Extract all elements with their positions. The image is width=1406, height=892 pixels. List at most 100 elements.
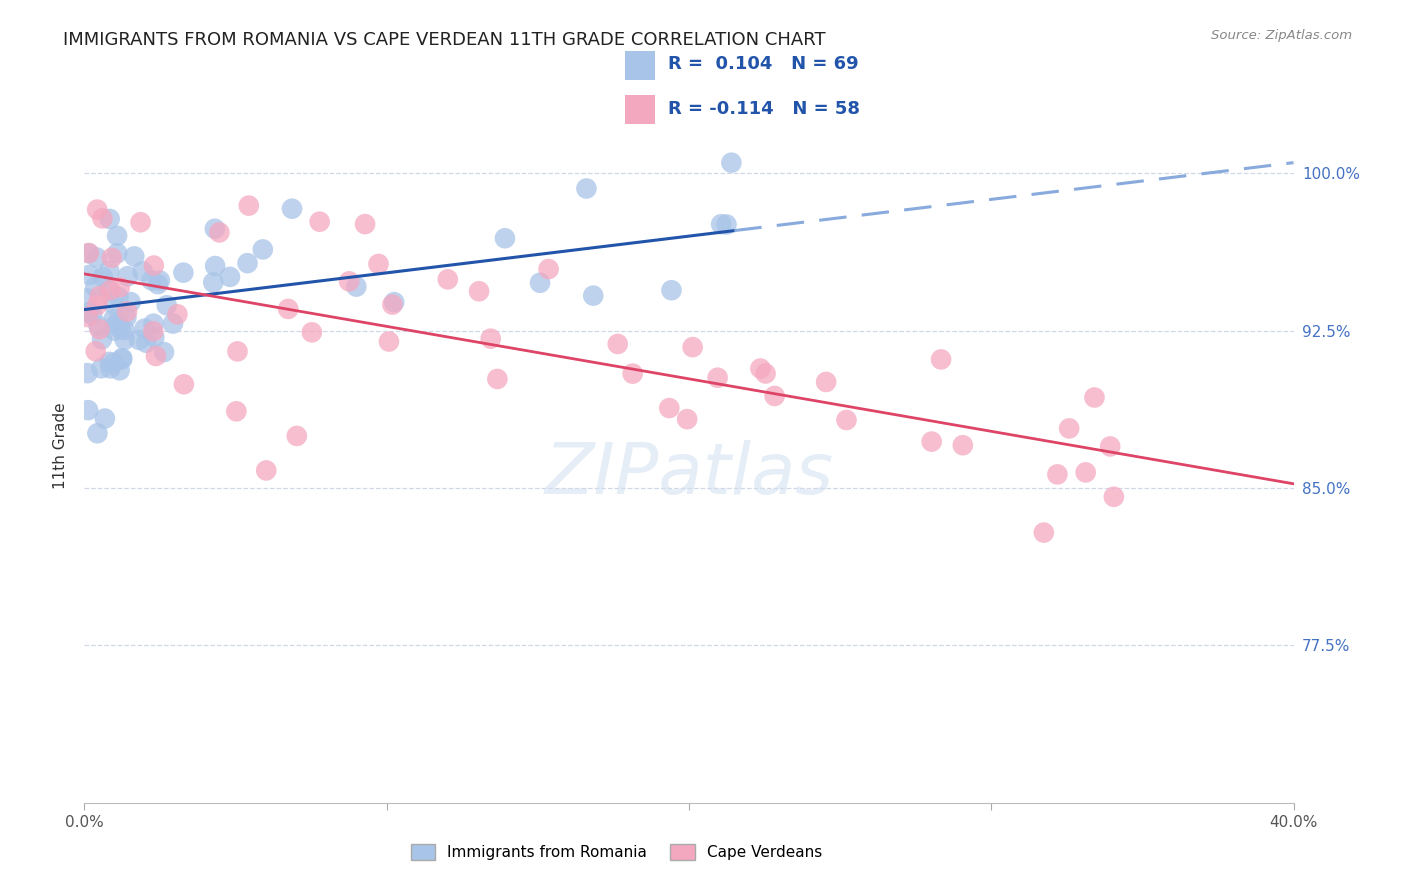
Point bbox=[77, 246, 100, 260]
Point bbox=[104, 318, 127, 332]
Point bbox=[149, 273, 172, 287]
Point bbox=[676, 412, 699, 426]
Point bbox=[94, 411, 117, 425]
Point bbox=[117, 269, 139, 284]
Point bbox=[166, 307, 188, 321]
Legend: Immigrants from Romania, Cape Verdeans: Immigrants from Romania, Cape Verdeans bbox=[405, 838, 828, 866]
Point bbox=[755, 367, 778, 381]
Point bbox=[107, 290, 129, 304]
Point bbox=[131, 264, 153, 278]
Point bbox=[238, 198, 260, 212]
Point bbox=[142, 317, 165, 331]
Point bbox=[682, 340, 704, 354]
Point bbox=[1083, 391, 1105, 405]
Point bbox=[98, 355, 121, 369]
Point bbox=[87, 319, 110, 334]
Point bbox=[252, 243, 274, 257]
Point bbox=[815, 375, 838, 389]
Point bbox=[204, 221, 226, 235]
Point bbox=[172, 266, 194, 280]
Point bbox=[120, 295, 142, 310]
Point bbox=[100, 283, 122, 297]
Point bbox=[494, 231, 516, 245]
Point bbox=[254, 463, 277, 477]
Point bbox=[308, 215, 330, 229]
Point bbox=[382, 295, 405, 310]
Point bbox=[208, 226, 231, 240]
Point bbox=[115, 310, 138, 325]
Point bbox=[621, 367, 644, 381]
Point bbox=[76, 310, 98, 324]
Point bbox=[103, 356, 125, 370]
Point bbox=[107, 316, 129, 330]
Point bbox=[202, 276, 225, 290]
Point bbox=[749, 361, 772, 376]
Point bbox=[86, 202, 108, 217]
Point bbox=[1074, 466, 1097, 480]
Point bbox=[162, 317, 184, 331]
Point bbox=[77, 305, 100, 319]
FancyBboxPatch shape bbox=[624, 51, 655, 79]
Point bbox=[86, 298, 108, 312]
Point bbox=[90, 361, 112, 376]
Point bbox=[77, 246, 100, 260]
Point bbox=[153, 345, 176, 359]
Point bbox=[82, 308, 104, 322]
Point bbox=[716, 218, 738, 232]
Point bbox=[226, 344, 249, 359]
Point bbox=[381, 297, 404, 311]
Point bbox=[141, 273, 163, 287]
Point bbox=[98, 211, 121, 226]
Point bbox=[468, 285, 491, 299]
Point bbox=[763, 389, 786, 403]
Point bbox=[110, 322, 132, 336]
Point bbox=[173, 377, 195, 392]
Point bbox=[114, 323, 136, 337]
Point bbox=[105, 228, 128, 243]
Point bbox=[86, 426, 108, 441]
Text: R = -0.114   N = 58: R = -0.114 N = 58 bbox=[668, 100, 860, 118]
Point bbox=[575, 181, 598, 195]
Point bbox=[661, 283, 683, 297]
Point bbox=[479, 332, 502, 346]
Point bbox=[378, 334, 401, 349]
Point bbox=[103, 298, 125, 312]
Point bbox=[354, 217, 377, 231]
Point bbox=[1057, 421, 1080, 435]
Point bbox=[84, 280, 107, 294]
Point bbox=[219, 269, 242, 284]
Point bbox=[142, 324, 165, 338]
Point bbox=[98, 264, 121, 278]
Point bbox=[100, 361, 122, 376]
Point bbox=[1032, 525, 1054, 540]
Point bbox=[105, 246, 128, 260]
Text: Source: ZipAtlas.com: Source: ZipAtlas.com bbox=[1212, 29, 1353, 42]
Point bbox=[285, 429, 308, 443]
Point bbox=[706, 370, 728, 384]
Point bbox=[89, 289, 111, 303]
Point bbox=[77, 403, 100, 417]
Point bbox=[156, 298, 179, 312]
Y-axis label: 11th Grade: 11th Grade bbox=[53, 402, 69, 490]
Point bbox=[537, 262, 560, 277]
Text: IMMIGRANTS FROM ROMANIA VS CAPE VERDEAN 11TH GRADE CORRELATION CHART: IMMIGRANTS FROM ROMANIA VS CAPE VERDEAN … bbox=[63, 31, 825, 49]
Point bbox=[236, 256, 259, 270]
Point bbox=[91, 332, 114, 346]
Point bbox=[86, 251, 108, 265]
Point bbox=[103, 312, 125, 326]
Point bbox=[710, 217, 733, 231]
Point bbox=[76, 366, 98, 380]
Point bbox=[146, 277, 169, 292]
Point bbox=[135, 335, 157, 350]
Point bbox=[111, 351, 134, 365]
Point bbox=[529, 276, 551, 290]
Point bbox=[204, 259, 226, 273]
Point bbox=[97, 283, 120, 297]
Point bbox=[108, 280, 131, 294]
Point bbox=[301, 326, 323, 340]
Point bbox=[658, 401, 681, 415]
Point bbox=[128, 333, 150, 347]
Point bbox=[1099, 440, 1122, 454]
Point bbox=[115, 304, 138, 318]
Point bbox=[281, 202, 304, 216]
